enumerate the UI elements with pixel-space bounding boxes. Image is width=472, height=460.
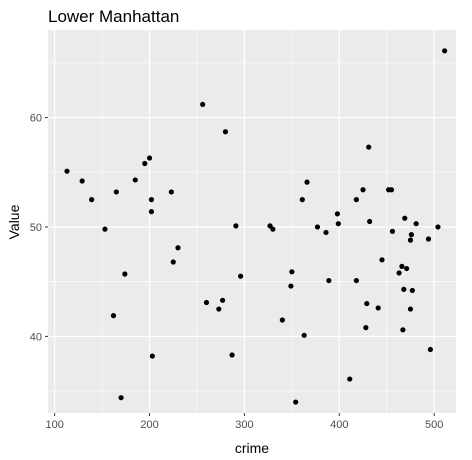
data-point — [435, 224, 441, 230]
data-point — [122, 271, 128, 277]
data-point — [402, 215, 408, 221]
data-point — [334, 211, 340, 217]
data-point — [314, 224, 321, 230]
data-point — [148, 197, 155, 203]
data-point — [413, 221, 419, 227]
minor-gridlines — [48, 30, 456, 413]
data-point — [168, 189, 174, 195]
data-point — [375, 305, 381, 311]
data-point — [353, 277, 359, 284]
data-point — [367, 218, 373, 225]
data-point — [288, 283, 294, 289]
y-tick-label: 50 — [30, 222, 42, 234]
y-tick-label: 40 — [30, 331, 42, 343]
data-point — [170, 259, 176, 265]
data-point — [366, 144, 372, 150]
x-tick-label: 500 — [425, 419, 443, 431]
data-point — [142, 160, 148, 167]
data-point — [409, 287, 415, 294]
x-tick-label: 300 — [235, 419, 253, 431]
data-point — [132, 177, 138, 183]
data-point — [270, 226, 276, 232]
data-point — [238, 273, 244, 279]
data-point — [363, 325, 369, 331]
data-point — [203, 299, 210, 306]
data-point — [304, 179, 310, 185]
x-axis-title: crime — [235, 440, 269, 456]
data-point — [299, 197, 305, 203]
data-point — [323, 229, 329, 236]
data-point — [118, 395, 124, 401]
data-point — [379, 257, 385, 263]
data-points — [64, 48, 448, 405]
data-point — [149, 353, 155, 359]
data-point — [233, 223, 239, 229]
data-point — [353, 197, 359, 203]
data-point — [442, 48, 448, 54]
data-point — [89, 197, 95, 203]
y-axis-title: Value — [6, 204, 22, 239]
data-point — [289, 269, 295, 275]
data-point — [404, 265, 410, 272]
x-tick-label: 400 — [330, 419, 348, 431]
data-point — [64, 168, 70, 174]
data-point — [175, 245, 181, 251]
data-point — [364, 300, 370, 307]
data-point — [219, 297, 226, 303]
data-point — [326, 277, 332, 284]
data-point — [200, 101, 206, 108]
data-point — [400, 327, 406, 333]
data-point — [102, 226, 108, 232]
data-point — [425, 236, 432, 242]
data-point — [229, 352, 235, 358]
data-point — [408, 232, 415, 238]
data-point — [110, 313, 117, 319]
data-point — [222, 129, 229, 135]
x-axis-ticks: 100 200 300 400 500 — [45, 413, 443, 431]
data-point — [301, 332, 307, 338]
data-point — [401, 286, 407, 292]
data-point — [389, 228, 396, 234]
x-tick-label: 100 — [45, 419, 63, 431]
data-point — [407, 306, 414, 312]
major-gridlines — [48, 30, 456, 413]
data-point — [347, 376, 353, 382]
data-point — [279, 317, 285, 323]
y-tick-label: 60 — [30, 113, 42, 125]
data-point — [146, 155, 153, 161]
data-point — [113, 189, 119, 195]
y-axis-ticks: 40 50 60 — [30, 113, 48, 343]
data-point — [79, 178, 85, 184]
data-point — [360, 187, 366, 193]
data-point — [216, 306, 222, 312]
panel-background — [48, 30, 456, 413]
data-point — [335, 221, 341, 227]
data-point — [407, 237, 414, 243]
data-point — [148, 209, 155, 215]
data-point — [388, 187, 395, 193]
data-point — [396, 270, 402, 276]
data-point — [399, 263, 405, 269]
data-point — [427, 346, 433, 353]
x-tick-label: 200 — [140, 419, 158, 431]
data-point — [293, 399, 299, 405]
chart-title: Lower Manhattan — [48, 7, 179, 26]
